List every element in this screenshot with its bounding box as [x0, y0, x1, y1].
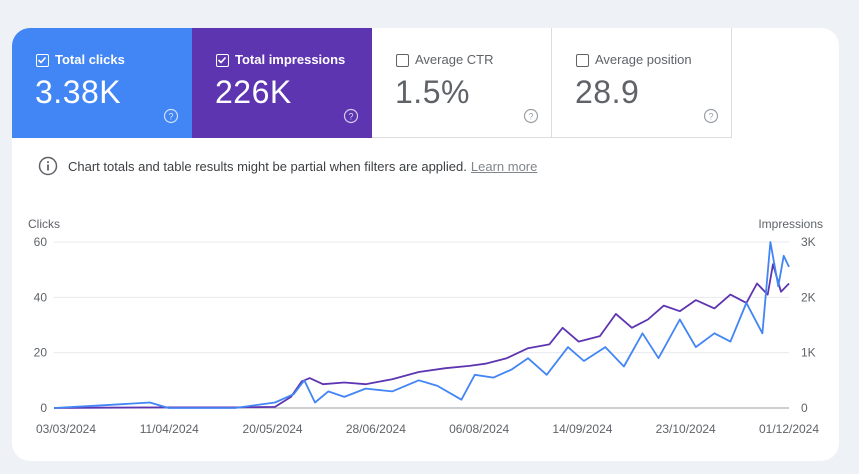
svg-text:?: ?	[168, 112, 173, 122]
metric-card-total-clicks[interactable]: Total clicks 3.38K ?	[12, 28, 192, 138]
x-tick-label: 14/09/2024	[552, 422, 612, 436]
right-tick-label: 1K	[801, 346, 816, 360]
partial-data-notice: Chart totals and table results might be …	[38, 155, 537, 177]
performance-chart: Clicks Impressions 0 0 20 1K 40 2K 60 3K 03/03/…	[28, 217, 823, 436]
help-icon[interactable]: ?	[703, 108, 719, 124]
chart-series	[53, 241, 790, 409]
left-tick-label: 0	[40, 401, 47, 415]
metric-card-average-position[interactable]: Average position 28.9 ?	[552, 28, 732, 138]
notice-text: Chart totals and table results might be …	[68, 158, 467, 174]
metric-label: Average CTR	[415, 52, 494, 67]
help-icon[interactable]: ?	[343, 108, 359, 124]
svg-text:?: ?	[528, 112, 533, 122]
metric-value: 1.5%	[395, 74, 470, 110]
learn-more-link[interactable]: Learn more	[470, 158, 538, 174]
help-icon[interactable]: ?	[163, 108, 179, 124]
x-tick-label: 11/04/2024	[140, 422, 199, 436]
metric-value: 226K	[215, 74, 292, 110]
right-tick-label: 3K	[801, 235, 816, 249]
left-tick-label: 60	[34, 235, 48, 249]
metric-value: 28.9	[575, 74, 640, 110]
chart-grid	[54, 241, 789, 409]
metric-label: Total impressions	[235, 52, 346, 67]
metric-cards: Total clicks 3.38K ? Total impressions 2…	[12, 28, 732, 138]
x-tick-label: 20/05/2024	[243, 422, 303, 436]
x-tick-label: 28/06/2024	[346, 422, 406, 436]
x-tick-label: 06/08/2024	[449, 422, 509, 436]
series-line-total-impressions	[53, 263, 790, 409]
metric-value: 3.38K	[35, 74, 122, 110]
right-tick-label: 0	[801, 401, 808, 415]
metric-label: Average position	[595, 52, 692, 67]
series-line-total-clicks	[53, 241, 790, 409]
left-axis-title: Clicks	[28, 217, 60, 231]
svg-text:?: ?	[348, 112, 353, 122]
checkbox-total-impressions[interactable]	[216, 54, 229, 67]
metric-card-average-ctr[interactable]: Average CTR 1.5% ?	[372, 28, 552, 138]
checkbox-average-position[interactable]	[576, 54, 589, 67]
metric-card-total-impressions[interactable]: Total impressions 226K ?	[192, 28, 372, 138]
y-axis-ticks: 0 0 20 1K 40 2K 60 3K	[34, 235, 816, 415]
metric-label: Total clicks	[55, 52, 125, 67]
help-icon[interactable]: ?	[523, 108, 539, 124]
x-tick-label: 03/03/2024	[36, 422, 96, 436]
info-icon	[38, 156, 58, 176]
right-axis-title: Impressions	[758, 217, 823, 231]
x-tick-label: 23/10/2024	[656, 422, 716, 436]
left-tick-label: 40	[34, 290, 48, 304]
checkbox-average-ctr[interactable]	[396, 54, 409, 67]
x-tick-label: 01/12/2024	[759, 422, 819, 436]
svg-text:?: ?	[708, 112, 713, 122]
performance-panel: Total clicks 3.38K ? Total impressions 2…	[12, 28, 839, 461]
right-tick-label: 2K	[801, 290, 816, 304]
left-tick-label: 20	[34, 346, 48, 360]
checkbox-total-clicks[interactable]	[36, 54, 49, 67]
x-axis-ticks: 03/03/2024 11/04/2024 20/05/2024 28/06/2024…	[36, 422, 819, 436]
